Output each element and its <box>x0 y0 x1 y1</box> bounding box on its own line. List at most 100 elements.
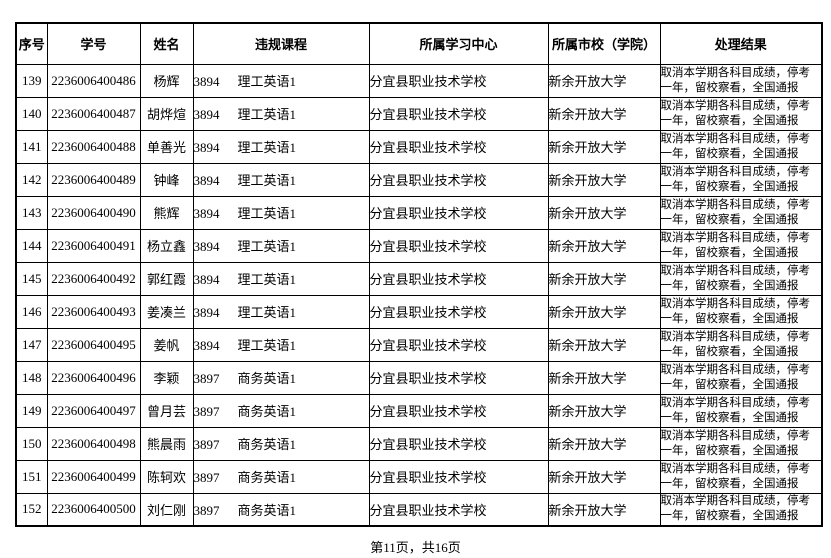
cell-course: 3894 理工英语1 <box>192 96 370 131</box>
table-row: 149 2236006400497 曾月芸 3897 商务英语1 分宜县职业技术学校 新余开… <box>15 393 823 428</box>
table-row: 152 2236006400500 刘仁刚 3897 商务英语1 分宜县职业技术学校 新余开… <box>15 492 823 527</box>
cell-course: 3894 理工英语1 <box>192 162 370 197</box>
course-name: 商务英语1 <box>237 404 297 419</box>
cell-no: 147 <box>15 327 48 362</box>
cell-name: 熊辉 <box>139 195 194 230</box>
table-row: 143 2236006400490 熊辉 3894 理工英语1 分宜县职业技术学校 新余开放… <box>15 195 823 230</box>
table-row: 150 2236006400498 熊晨雨 3897 商务英语1 分宜县职业技术学校 新余开… <box>15 426 823 461</box>
cell-course: 3897 商务英语1 <box>192 492 370 527</box>
violation-table: 序号 学号 姓名 违规课程 所属学习中心 所属市校（学院） 处理结果 139 22360064… <box>15 22 823 527</box>
cell-no: 148 <box>15 360 48 395</box>
cell-center: 分宜县职业技术学校 <box>368 393 549 428</box>
cell-no: 151 <box>15 459 48 494</box>
cell-school: 新余开放大学 <box>547 96 661 131</box>
column-header-course: 违规课程 <box>192 22 370 65</box>
cell-center: 分宜县职业技术学校 <box>368 492 549 527</box>
cell-course: 3894 理工英语1 <box>192 63 370 98</box>
cell-no: 152 <box>15 492 48 527</box>
course-code: 3894 <box>193 272 220 287</box>
cell-student-id: 2236006400488 <box>46 129 141 164</box>
page-number-footer: 第11页，共16页 <box>370 540 461 555</box>
cell-student-id: 2236006400498 <box>46 426 141 461</box>
cell-student-id: 2236006400492 <box>46 261 141 296</box>
cell-student-id: 2236006400490 <box>46 195 141 230</box>
cell-no: 140 <box>15 96 48 131</box>
course-code: 3897 <box>193 404 220 419</box>
course-code: 3894 <box>193 239 220 254</box>
cell-student-id: 2236006400497 <box>46 393 141 428</box>
cell-school: 新余开放大学 <box>547 129 661 164</box>
cell-course: 3897 商务英语1 <box>192 426 370 461</box>
cell-result: 取消本学期各科目成绩，停考一年，留校察看，全国通报 <box>659 459 823 494</box>
column-header-no: 序号 <box>15 22 48 65</box>
cell-name: 杨立鑫 <box>139 228 194 263</box>
table-row: 146 2236006400493 姜凑兰 3894 理工英语1 分宜县职业技术学校 新余开… <box>15 294 823 329</box>
cell-name: 曾月芸 <box>139 393 194 428</box>
cell-name: 姜帆 <box>139 327 194 362</box>
cell-no: 141 <box>15 129 48 164</box>
table-row: 142 2236006400489 钟峰 3894 理工英语1 分宜县职业技术学校 新余开放… <box>15 162 823 197</box>
column-header-student-id: 学号 <box>46 22 141 65</box>
course-code: 3894 <box>193 140 220 155</box>
cell-result: 取消本学期各科目成绩，停考一年，留校察看，全国通报 <box>659 492 823 527</box>
course-name: 商务英语1 <box>237 437 297 452</box>
course-name: 商务英语1 <box>237 502 297 518</box>
cell-name: 陈轲欢 <box>139 459 194 494</box>
cell-student-id: 2236006400496 <box>46 360 141 395</box>
cell-center: 分宜县职业技术学校 <box>368 195 549 230</box>
course-name: 理工英语1 <box>237 173 297 188</box>
course-name: 商务英语1 <box>237 371 297 386</box>
cell-school: 新余开放大学 <box>547 459 661 494</box>
cell-name: 李颖 <box>139 360 194 395</box>
cell-name: 熊晨雨 <box>139 426 194 461</box>
cell-no: 146 <box>15 294 48 329</box>
cell-no: 143 <box>15 195 48 230</box>
cell-result: 取消本学期各科目成绩，停考一年，留校察看，全国通报 <box>659 393 823 428</box>
table-row: 151 2236006400499 陈轲欢 3897 商务英语1 分宜县职业技术学校 新余开… <box>15 459 823 494</box>
course-code: 3894 <box>193 206 220 221</box>
cell-student-id: 2236006400500 <box>46 492 141 527</box>
course-code: 3894 <box>193 74 220 89</box>
cell-result: 取消本学期各科目成绩，停考一年，留校察看，全国通报 <box>659 162 823 197</box>
course-code: 3894 <box>193 173 220 188</box>
cell-center: 分宜县职业技术学校 <box>368 261 549 296</box>
cell-school: 新余开放大学 <box>547 63 661 98</box>
course-name: 理工英语1 <box>237 107 297 122</box>
cell-course: 3894 理工英语1 <box>192 261 370 296</box>
cell-school: 新余开放大学 <box>547 426 661 461</box>
cell-school: 新余开放大学 <box>547 162 661 197</box>
course-code: 3897 <box>193 502 220 518</box>
cell-course: 3894 理工英语1 <box>192 228 370 263</box>
cell-center: 分宜县职业技术学校 <box>368 96 549 131</box>
course-name: 理工英语1 <box>237 305 297 320</box>
course-name: 理工英语1 <box>237 239 297 254</box>
cell-result: 取消本学期各科目成绩，停考一年，留校察看，全国通报 <box>659 426 823 461</box>
cell-name: 单善光 <box>139 129 194 164</box>
course-code: 3897 <box>193 437 220 452</box>
cell-result: 取消本学期各科目成绩，停考一年，留校察看，全国通报 <box>659 294 823 329</box>
cell-school: 新余开放大学 <box>547 393 661 428</box>
column-header-school: 所属市校（学院） <box>547 22 661 65</box>
cell-student-id: 2236006400489 <box>46 162 141 197</box>
table-row: 139 2236006400486 杨辉 3894 理工英语1 分宜县职业技术学校 新余开放… <box>15 63 823 98</box>
table-row: 141 2236006400488 单善光 3894 理工英语1 分宜县职业技术学校 新余开… <box>15 129 823 164</box>
course-name: 商务英语1 <box>237 470 297 485</box>
cell-no: 142 <box>15 162 48 197</box>
course-code: 3897 <box>193 371 220 386</box>
cell-student-id: 2236006400493 <box>46 294 141 329</box>
column-header-name: 姓名 <box>139 22 194 65</box>
cell-student-id: 2236006400491 <box>46 228 141 263</box>
cell-center: 分宜县职业技术学校 <box>368 459 549 494</box>
cell-result: 取消本学期各科目成绩，停考一年，留校察看，全国通报 <box>659 195 823 230</box>
cell-name: 郭红霞 <box>139 261 194 296</box>
cell-result: 取消本学期各科目成绩，停考一年，留校察看，全国通报 <box>659 129 823 164</box>
cell-school: 新余开放大学 <box>547 195 661 230</box>
course-name: 理工英语1 <box>237 272 297 287</box>
cell-center: 分宜县职业技术学校 <box>368 426 549 461</box>
cell-school: 新余开放大学 <box>547 327 661 362</box>
table-row: 144 2236006400491 杨立鑫 3894 理工英语1 分宜县职业技术学校 新余开… <box>15 228 823 263</box>
cell-center: 分宜县职业技术学校 <box>368 63 549 98</box>
column-header-center: 所属学习中心 <box>368 22 549 65</box>
cell-course: 3894 理工英语1 <box>192 129 370 164</box>
